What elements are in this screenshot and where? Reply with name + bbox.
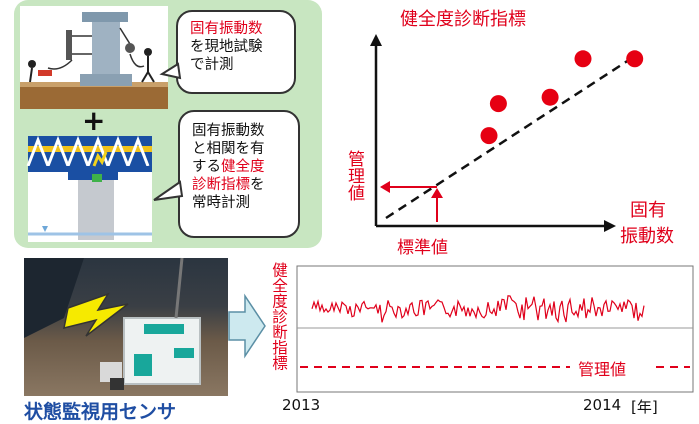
callout-field-test: 固有振動数 を現地試験 で計測 <box>176 10 296 94</box>
x-axis-label: 固有 振動数 <box>620 198 674 250</box>
x-end-label: 2014 <box>583 396 622 414</box>
scatter-point <box>489 95 507 113</box>
timeseries-series <box>311 295 645 324</box>
x-axis-label-line2: 振動数 <box>620 226 674 247</box>
threshold-label: 管理値 <box>344 150 364 201</box>
scatter-y-label: 健全度診断指標 <box>400 9 526 30</box>
callout-text: を <box>250 177 265 193</box>
callout-line: 固有振動数 <box>192 123 265 139</box>
callout-line: 診断指標を <box>192 176 292 194</box>
sensor-photo <box>24 257 228 396</box>
flow-arrow-icon <box>228 293 266 359</box>
pier-test-drawing <box>20 12 168 109</box>
callout-continuous-monitoring: 固有振動数 と相関を有 する健全度 診断指標を 常時計測 <box>178 110 300 238</box>
callout-line: する健全度 <box>192 158 292 176</box>
bridge-illustration <box>26 135 152 242</box>
plus-sign: + <box>82 104 106 137</box>
truss-bridge-drawing <box>26 135 152 240</box>
callout-text: する <box>192 159 221 175</box>
field-test-illustration <box>20 6 168 109</box>
callout-highlight: 健全度 <box>221 159 265 175</box>
scatter-point <box>574 50 592 68</box>
callout-highlight: 固有振動数 <box>190 21 263 37</box>
callout-line: で計測 <box>190 57 234 73</box>
x-start-label: 2013 <box>282 396 321 414</box>
x-axis-label-line1: 固有 <box>630 200 666 221</box>
scatter-point <box>626 50 644 68</box>
timeseries-y-label: 健全度診断指標 <box>270 262 288 371</box>
callout-line: 常時計測 <box>192 195 250 211</box>
scatter-point <box>541 88 559 106</box>
scatter-points <box>480 50 644 145</box>
timeseries-threshold-label: 管理値 <box>578 360 627 379</box>
reference-label: 標準値 <box>397 238 448 258</box>
timeseries-frame <box>296 265 694 393</box>
sensor-photo-drawing <box>24 257 201 390</box>
callout-tail <box>153 180 184 201</box>
callout-highlight: 診断指標 <box>192 177 250 193</box>
scatter-axes <box>370 34 616 232</box>
threshold-arrow <box>380 181 443 222</box>
scatter-point <box>480 127 498 145</box>
x-unit-label: [年] <box>631 398 658 416</box>
callout-line: と相関を有 <box>192 141 265 157</box>
callout-line: を現地試験 <box>190 39 263 55</box>
callout-tail <box>159 62 182 80</box>
trend-line <box>385 56 633 220</box>
